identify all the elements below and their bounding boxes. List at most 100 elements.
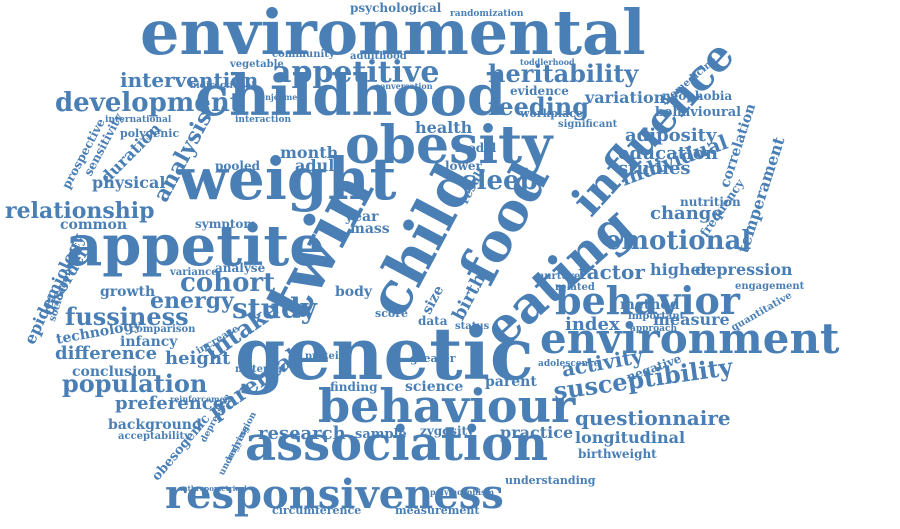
- word-behaviour: behaviour: [318, 379, 576, 433]
- word-feeding: feeding: [488, 92, 589, 121]
- word-important: important: [628, 311, 685, 322]
- word-year: year: [345, 209, 379, 225]
- word-genetic: genetic: [235, 311, 534, 396]
- word-infancy: infancy: [120, 334, 178, 350]
- word-height: height: [165, 348, 231, 369]
- word-toddlerhood: toddlerhood: [520, 57, 575, 67]
- word-adolescence: adolescence: [538, 359, 600, 369]
- word-status: status: [455, 321, 490, 332]
- word-depression: depression: [695, 260, 793, 279]
- word-birthweight: birthweight: [578, 447, 657, 461]
- word-reinforcement: reinforcement: [170, 394, 235, 404]
- word-evidence: evidence: [510, 84, 569, 98]
- word-childhood: childhood: [195, 63, 507, 129]
- word-mass: mass: [350, 221, 390, 237]
- word-polygenic: polygenic: [120, 127, 180, 140]
- word-community: community: [272, 49, 335, 60]
- word-health: health: [415, 118, 473, 137]
- word-research: research: [258, 423, 346, 444]
- word-adulthood: adulthood: [350, 51, 407, 62]
- word-education: education: [618, 143, 718, 164]
- word-cohort: cohort: [180, 268, 276, 298]
- word-measurement: measurement: [395, 504, 480, 517]
- word-sleep: sleep: [462, 166, 538, 196]
- word-variance: variance: [170, 267, 218, 278]
- word-workplace: workplace: [520, 107, 583, 120]
- word-adult: adult: [295, 156, 342, 175]
- word-measure: measure: [653, 310, 730, 329]
- word-behavioural: behavioural: [655, 105, 742, 120]
- word-longitudinal: longitudinal: [575, 428, 686, 447]
- word-development: development: [55, 88, 242, 118]
- word-environmental: environmental: [140, 0, 646, 69]
- word-nutrition: nutrition: [680, 195, 741, 209]
- word-acceptability: acceptability: [118, 431, 190, 442]
- word-interaction: interaction: [235, 115, 292, 125]
- word-preference: preference: [115, 393, 225, 414]
- word-growth: growth: [100, 284, 156, 300]
- word-responsiveness: responsiveness: [165, 471, 504, 518]
- word-weight: weight: [178, 145, 397, 213]
- word-zygosity: zygosity: [420, 424, 475, 438]
- word-common: common: [60, 217, 128, 233]
- word-nurture: nurture: [537, 271, 581, 282]
- word-sample: sample: [355, 427, 407, 442]
- word-questionnaire: questionnaire: [575, 406, 731, 430]
- word-greater: greater: [410, 352, 456, 365]
- word-score: score: [375, 307, 409, 320]
- word-understanding: understanding: [505, 474, 596, 487]
- word-conversation: conversation: [375, 81, 433, 91]
- word-change: change: [650, 203, 723, 224]
- word-difference: difference: [55, 343, 158, 364]
- word-behavior: behavior: [555, 278, 740, 323]
- word-practice: practice: [500, 423, 574, 442]
- word-vegetable: vegetable: [230, 59, 284, 70]
- word-analyse: analyse: [215, 261, 266, 275]
- word-month: month: [280, 143, 339, 162]
- word-related: related: [555, 282, 595, 293]
- word-data: data: [418, 314, 448, 328]
- word-intervention: intervention: [120, 68, 259, 92]
- word-parent: parent: [485, 374, 537, 390]
- word-randomization: randomization: [450, 9, 524, 19]
- word-relationship: relationship: [5, 198, 155, 224]
- word-neophobia: neophobia: [662, 89, 733, 103]
- word-population: population: [62, 369, 208, 398]
- word-protein: protein: [305, 351, 346, 362]
- word-symptom: symptom: [195, 217, 257, 231]
- word-method: method: [620, 297, 680, 313]
- word-energy: energy: [150, 288, 234, 314]
- word-body: body: [335, 284, 373, 300]
- word-adiposity: adiposity: [625, 125, 717, 146]
- word-appetitive: appetitive: [272, 55, 440, 90]
- word-studies: studies: [618, 158, 691, 179]
- word-psychological: psychological: [350, 1, 442, 15]
- word-obesity: obesity: [345, 115, 553, 176]
- word-fussiness: fussiness: [65, 302, 189, 331]
- word-higher: higher: [650, 260, 710, 279]
- word-heritability: heritability: [488, 59, 639, 88]
- word-model: model: [455, 141, 497, 155]
- word-comparison: comparison: [130, 324, 196, 335]
- word-study: study: [232, 292, 317, 325]
- word-circumference: circumference: [272, 504, 362, 517]
- word-index: index: [565, 314, 620, 335]
- word-anthropometrical: anthropometrical: [178, 484, 247, 493]
- word-enjoyment: enjoyment: [260, 92, 307, 102]
- word-background: background: [108, 417, 202, 433]
- word-lower: lower: [445, 159, 482, 173]
- word-international: international: [105, 115, 172, 125]
- word-environment: environment: [540, 314, 840, 363]
- word-engagement: engagement: [735, 281, 805, 292]
- word-physical: physical: [92, 173, 166, 192]
- word-conclusion: conclusion: [72, 364, 157, 380]
- word-maternal: maternal: [235, 364, 286, 375]
- word-pooled: pooled: [215, 159, 260, 173]
- word-emotional: emotional: [605, 226, 752, 256]
- word-factor: factor: [578, 260, 645, 284]
- word-polymorphism: polymorphism: [430, 487, 495, 497]
- word-association: association: [245, 416, 549, 472]
- word-bidirectional: bidirectional: [190, 81, 255, 91]
- word-variation: variation: [585, 88, 666, 107]
